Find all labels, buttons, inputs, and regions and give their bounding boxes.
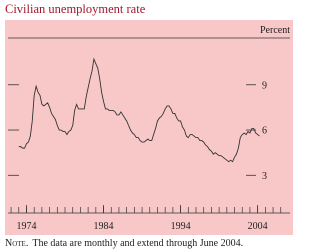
x-tick-label: 1974 [16, 221, 36, 232]
x-tick-label: 1984 [94, 221, 114, 232]
chart-title: Civilian unemployment rate [5, 2, 146, 16]
y-tick-label: 9 [262, 80, 267, 91]
note-label: Note. [5, 238, 28, 249]
note-text: The data are monthly and extend through … [32, 238, 243, 249]
plot-background [5, 20, 293, 235]
x-tick-label: 1994 [171, 221, 191, 232]
note: Note. The data are monthly and extend thr… [5, 238, 243, 249]
chart: Civilian unemployment rate Percent Note.… [5, 2, 293, 249]
x-tick-label: 2004 [248, 221, 268, 232]
series-line [18, 57, 260, 163]
y-unit: Percent [260, 25, 290, 36]
y-tick-label: 6 [262, 126, 267, 137]
y-tick-label: 3 [262, 171, 267, 182]
